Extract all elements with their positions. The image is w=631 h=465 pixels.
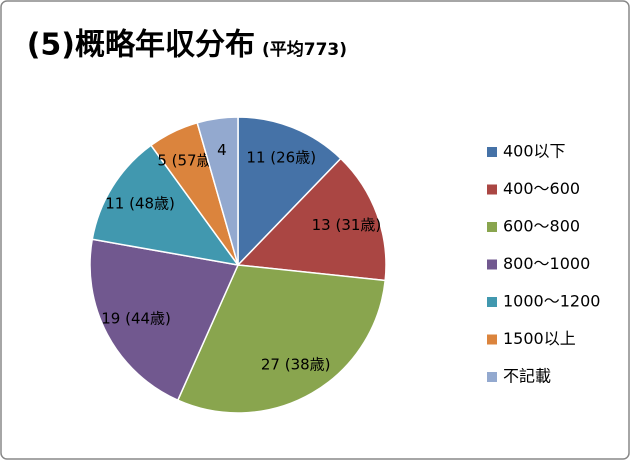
legend-label: 不記載 [503, 367, 551, 386]
legend-swatch [487, 259, 497, 270]
pie-slice [196, 116, 239, 266]
legend-label: 800～1000 [503, 254, 590, 273]
legend-label: 400～600 [503, 179, 580, 198]
data-label: 19 (44歳) [101, 310, 171, 328]
legend-swatch [487, 297, 497, 307]
pie-slice [236, 157, 387, 282]
legend-swatch [487, 334, 497, 345]
legend-swatch [487, 184, 497, 195]
data-label: 27 (38歳) [261, 355, 331, 373]
legend-label: 1500以上 [503, 329, 576, 348]
legend-label: 1000～1200 [503, 292, 600, 311]
legend-label: 600～800 [503, 217, 580, 236]
data-label: 4 [217, 141, 227, 159]
legend-swatch [487, 372, 497, 382]
data-label: 5 (57歳) [157, 152, 217, 170]
data-label: 13 (31歳) [312, 216, 382, 234]
legend-swatch [487, 222, 497, 232]
chart-subtitle: (平均773) [262, 39, 347, 60]
pie-slice [176, 264, 387, 414]
data-label: 11 (48歳) [105, 194, 175, 212]
legend-label: 400以下 [503, 142, 566, 161]
legend-swatch [487, 147, 497, 157]
pie-slice [91, 144, 240, 267]
pie-slice [89, 238, 240, 402]
chart-title: (5)概略年収分布 [27, 28, 255, 63]
pie-slice [237, 116, 342, 267]
data-label: 11 (26歳) [246, 148, 316, 166]
